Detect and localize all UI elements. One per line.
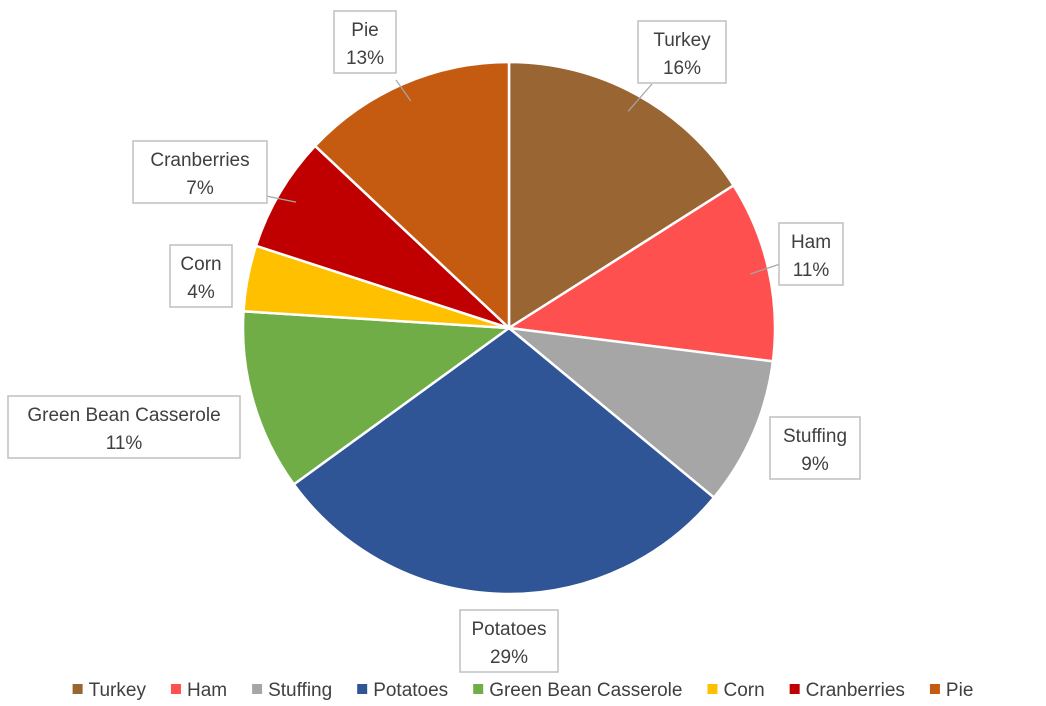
callout-label: Potatoes xyxy=(472,619,547,640)
legend-swatch xyxy=(929,684,940,694)
pie-slice-cranberries xyxy=(254,144,510,330)
pie-slice-stuffing xyxy=(504,326,775,500)
callout-box xyxy=(778,222,844,286)
callout-potatoes: Potatoes 29% xyxy=(459,609,559,673)
callout-leader-lines xyxy=(265,79,781,275)
legend-label: Turkey xyxy=(89,680,147,701)
legend-swatch xyxy=(72,684,83,694)
leader-line-turkey xyxy=(627,83,653,112)
callout-percent: 11% xyxy=(106,433,143,454)
legend-swatch xyxy=(473,684,484,694)
callout-box xyxy=(7,395,241,459)
callouts: Turkey 16% Ham 11% Stuffing 9% Potatoes 29% Gree… xyxy=(7,10,861,673)
callout-green-bean-casserole: Green Bean Casserole 11% xyxy=(7,395,241,459)
callout-percent: 7% xyxy=(186,178,214,199)
legend-swatch xyxy=(252,684,263,694)
legend-label: Stuffing xyxy=(268,680,332,701)
pie-slices xyxy=(241,60,777,596)
callout-percent: 4% xyxy=(187,282,215,303)
callout-box xyxy=(459,609,559,673)
legend-label: Cranberries xyxy=(806,680,905,701)
legend-swatch xyxy=(789,684,800,694)
legend-item-green-bean-casserole: Green Bean Casserole xyxy=(473,680,682,701)
legend-label: Corn xyxy=(723,680,764,701)
callout-percent: 13% xyxy=(346,48,384,69)
callout-label: Pie xyxy=(351,20,378,41)
callout-label: Green Bean Casserole xyxy=(27,405,220,426)
legend-label: Ham xyxy=(187,680,227,701)
callout-label: Turkey xyxy=(653,30,711,51)
pie-slice-potatoes xyxy=(292,326,716,596)
callout-label: Cranberries xyxy=(150,150,249,171)
legend-label: Pie xyxy=(946,680,973,701)
legend-item-ham: Ham xyxy=(170,680,227,701)
callout-turkey: Turkey 16% xyxy=(637,20,727,84)
legend-item-corn: Corn xyxy=(707,680,765,701)
pie-slice-green-bean-casserole xyxy=(241,309,513,487)
legend-label: Green Bean Casserole xyxy=(489,680,682,701)
leader-line-ham xyxy=(750,263,781,275)
legend-item-stuffing: Stuffing xyxy=(252,680,332,701)
pie-slice-pie xyxy=(313,60,511,331)
legend-swatch xyxy=(357,684,368,694)
pie-slice-ham xyxy=(505,183,777,363)
callout-corn: Corn 4% xyxy=(169,244,233,308)
callout-percent: 9% xyxy=(801,454,829,475)
callout-box xyxy=(333,10,397,74)
callout-box xyxy=(169,244,233,308)
leader-line-pie xyxy=(395,79,412,102)
callout-label: Ham xyxy=(791,232,831,253)
callout-stuffing: Stuffing 9% xyxy=(769,416,861,480)
callout-label: Corn xyxy=(180,254,221,275)
callout-pie: Pie 13% xyxy=(333,10,397,74)
callout-percent: 29% xyxy=(490,647,528,668)
callout-percent: 16% xyxy=(663,58,701,79)
callout-box xyxy=(769,416,861,480)
callout-box xyxy=(132,140,268,204)
callout-box xyxy=(637,20,727,84)
legend-item-potatoes: Potatoes xyxy=(357,680,448,701)
leader-line-cranberries xyxy=(265,195,297,203)
legend-item-cranberries: Cranberries xyxy=(789,680,905,701)
legend-swatch xyxy=(170,684,181,694)
legend-item-turkey: Turkey xyxy=(72,680,147,701)
callout-ham: Ham 11% xyxy=(778,222,844,286)
legend-label: Potatoes xyxy=(373,680,448,701)
legend-item-pie: Pie xyxy=(929,680,973,701)
callout-label: Stuffing xyxy=(783,426,847,447)
legend-swatch xyxy=(707,684,718,694)
callout-cranberries: Cranberries 7% xyxy=(132,140,268,204)
legend: Turkey Ham Stuffing Potatoes Green Bean Cass… xyxy=(72,680,973,701)
callout-percent: 11% xyxy=(793,260,830,281)
pie-slice-turkey xyxy=(507,60,736,331)
